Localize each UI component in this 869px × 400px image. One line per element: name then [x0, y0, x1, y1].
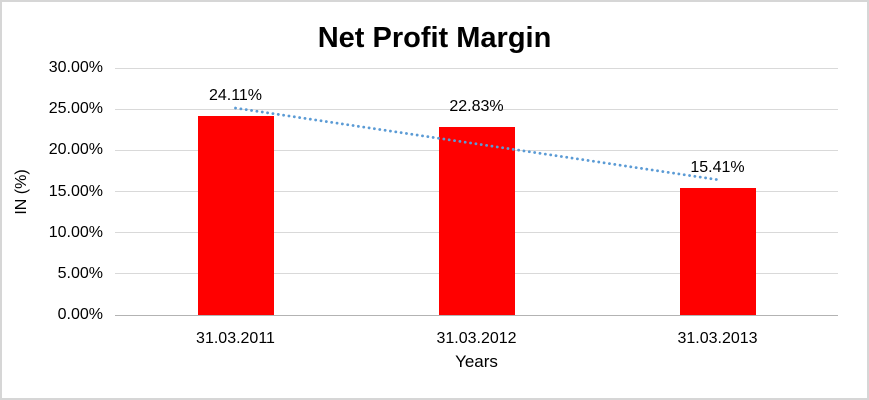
y-tick-label: 0.00%: [57, 306, 103, 323]
y-tick-label: 15.00%: [48, 182, 103, 200]
y-tick-label: 10.00%: [48, 223, 103, 241]
y-tick-label: 5.00%: [57, 264, 103, 282]
chart-title: Net Profit Margin: [317, 22, 552, 54]
data-label: 15.41%: [690, 159, 745, 177]
bar-31.03.2012: [438, 127, 515, 315]
x-axis-line: [115, 314, 838, 316]
gridline: [115, 108, 838, 110]
plot-area: 0.00% 5.00% 10.00% 15.00% 20.00% 25.00% 30.00%…: [49, 59, 838, 347]
x-axis-title: Years: [455, 352, 498, 371]
trendline-layer: [234, 106, 719, 182]
x-category-label: 31.03.2013: [677, 330, 758, 347]
bar-31.03.2013: [679, 188, 756, 315]
data-label: 22.83%: [449, 98, 504, 116]
data-label: 24.11%: [208, 87, 263, 105]
y-tick-label: 30.00%: [48, 59, 103, 76]
x-category-label: 31.03.2012: [436, 330, 517, 347]
bar-31.03.2011: [197, 116, 274, 315]
y-tick-label: 25.00%: [48, 100, 103, 118]
x-category-label: 31.03.2011: [196, 330, 275, 347]
trendline: [234, 106, 719, 182]
gridline: [115, 67, 838, 69]
y-tick-label: 20.00%: [48, 141, 103, 159]
